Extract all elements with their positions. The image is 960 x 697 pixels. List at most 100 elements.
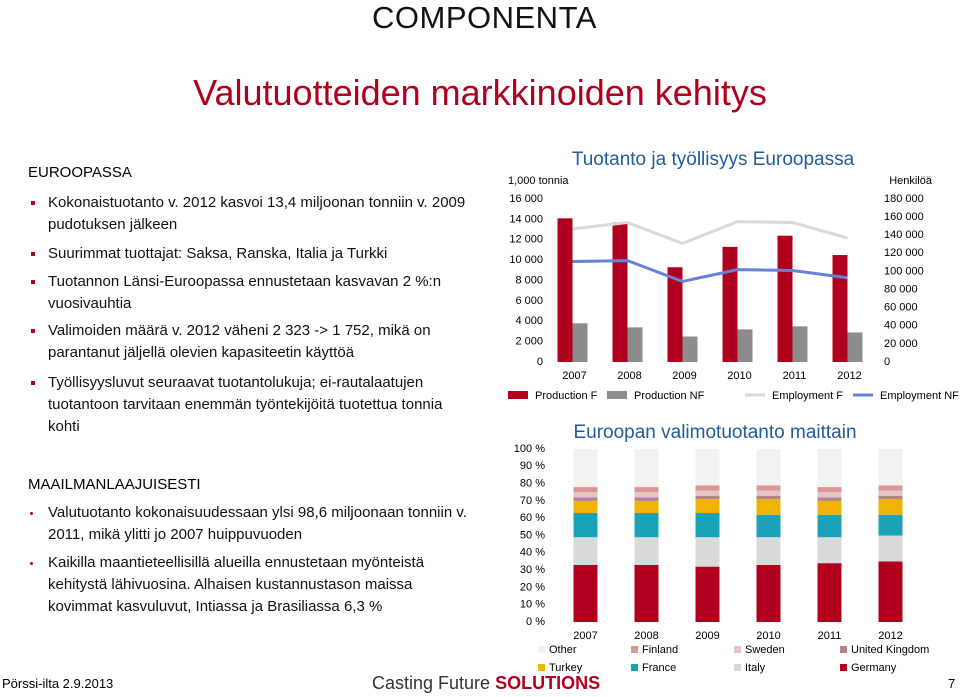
y-tick-label: 0: [537, 356, 543, 368]
bullet: Valutuotanto kokonaisuudessaan ylsi 98,6…: [30, 502, 468, 546]
bullet-text: Tuotannon Länsi-Euroopassa ennustetaan k…: [48, 273, 442, 312]
bar-segment: [573, 492, 598, 498]
y2-axis-label: Henkilöä: [889, 175, 933, 187]
x-tick-label: 2012: [837, 370, 861, 382]
bar-segment: [756, 495, 781, 500]
bullet: Kokonaistuotanto v. 2012 kasvoi 13,4 mil…: [31, 192, 468, 236]
bar-segment: [634, 513, 659, 538]
bar-segment: [878, 561, 903, 622]
bar-segment: [817, 563, 842, 622]
bar-segment: [756, 514, 781, 538]
bar-segment: [756, 449, 781, 486]
bar-segment: [878, 535, 903, 562]
bar-segment: [878, 495, 903, 500]
y-tick-label: 10 000: [509, 254, 543, 266]
y-tick-label: 20 %: [520, 581, 545, 593]
page-number: 7: [948, 676, 956, 691]
x-tick-label: 2008: [634, 630, 658, 642]
bar-segment: [756, 485, 781, 491]
bar-segment: [634, 500, 659, 514]
bar-segment: [634, 449, 659, 488]
legend-label: Finland: [642, 644, 678, 656]
y-tick-label: 90 %: [520, 460, 545, 472]
bar: [847, 332, 863, 362]
legend-label: Sweden: [745, 644, 785, 656]
bar-segment: [695, 495, 720, 500]
legend-label: Production NF: [634, 390, 705, 402]
bullet: Suurimmat tuottajat: Saksa, Ranska, Ital…: [31, 243, 468, 265]
bar: [682, 336, 698, 362]
bar-segment: [634, 497, 659, 501]
bullet-text: Valimoiden määrä v. 2012 väheni 2 323 ->…: [48, 322, 431, 361]
bar-segment: [573, 537, 598, 565]
legend-label: Other: [549, 644, 577, 656]
y-tick-label: 16 000: [509, 193, 543, 205]
x-tick-label: 2009: [695, 630, 719, 642]
bar-segment: [756, 490, 781, 496]
y-tick-label: 2 000: [515, 336, 543, 348]
legend-swatch: [734, 664, 741, 671]
legend-swatch: [631, 646, 638, 653]
brand-text: Casting Future: [372, 673, 491, 693]
legend-swatch: [538, 646, 545, 653]
bar-segment: [695, 490, 720, 496]
x-tick-label: 2009: [672, 370, 696, 382]
bar-segment: [756, 537, 781, 565]
logo: COMPONENTA: [372, 0, 597, 35]
bar-segment: [695, 537, 720, 567]
bullet-text: Valutuotanto kokonaisuudessaan ylsi 98,6…: [48, 504, 467, 543]
bar-segment: [817, 492, 842, 498]
bar-segment: [817, 487, 842, 493]
y-axis-label: 1,000 tonnia: [508, 175, 569, 187]
y2-tick-label: 180 000: [884, 193, 924, 205]
x-tick-label: 2010: [727, 370, 751, 382]
legend-label: Production F: [535, 390, 598, 402]
y2-tick-label: 120 000: [884, 247, 924, 259]
x-tick-label: 2011: [818, 630, 842, 642]
y2-tick-label: 80 000: [884, 283, 918, 295]
legend-label: Employment NF: [880, 390, 959, 402]
x-tick-label: 2011: [783, 370, 807, 382]
y2-tick-label: 20 000: [884, 338, 918, 350]
bar-segment: [573, 513, 598, 538]
bar: [792, 326, 808, 362]
bar-segment: [695, 566, 720, 622]
bar-segment: [756, 499, 781, 515]
section-heading: EUROOPASSA: [28, 164, 132, 181]
bullet: Tuotannon Länsi-Euroopassa ennustetaan k…: [31, 271, 468, 315]
footer-brand: Casting Future SOLUTIONS: [372, 673, 600, 694]
legend-label: France: [642, 662, 676, 674]
y-tick-label: 0 %: [526, 616, 545, 628]
bar-segment: [573, 449, 598, 488]
y-tick-label: 80 %: [520, 478, 545, 490]
legend-swatch: [840, 646, 847, 653]
y2-tick-label: 140 000: [884, 229, 924, 241]
legend-label: Germany: [851, 662, 897, 674]
bar-segment: [634, 537, 659, 565]
bullet-text: Suurimmat tuottajat: Saksa, Ranska, Ital…: [48, 245, 388, 262]
y-tick-label: 100 %: [514, 443, 545, 455]
bar-segment: [817, 500, 842, 515]
y-tick-label: 6 000: [515, 295, 543, 307]
slide-title: Valutuotteiden markkinoiden kehitys: [193, 72, 767, 113]
bar: [572, 323, 588, 362]
legend-swatch: [840, 664, 847, 671]
brand-bold: SOLUTIONS: [495, 673, 601, 693]
bar-segment: [695, 499, 720, 514]
bar: [557, 218, 573, 362]
bar-segment: [756, 564, 781, 622]
bullet-text: Työllisyysluvut seuraavat tuotantolukuja…: [48, 374, 443, 435]
bar-segment: [634, 564, 659, 622]
bullet-text: Kaikilla maantieteellisillä alueilla enn…: [48, 554, 425, 615]
x-tick-label: 2012: [878, 630, 902, 642]
bullet: Kaikilla maantieteellisillä alueilla enn…: [30, 552, 468, 618]
y-tick-label: 12 000: [509, 234, 543, 246]
chart: Euroopan valimotuotanto maittain 0 % 10 % 2…: [514, 422, 929, 674]
x-tick-label: 2007: [573, 630, 597, 642]
bar-segment: [817, 514, 842, 538]
y-tick-label: 40 %: [520, 547, 545, 559]
y2-tick-label: 160 000: [884, 211, 924, 223]
y2-tick-label: 0: [884, 356, 890, 368]
